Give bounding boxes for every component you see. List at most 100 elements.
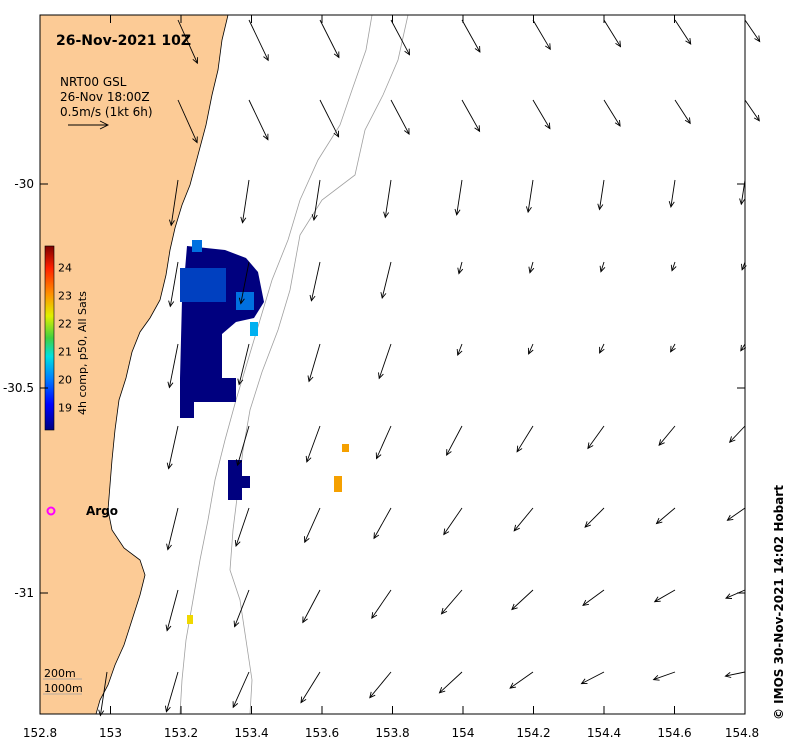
current-vector-head	[440, 607, 448, 615]
current-vector-head	[438, 687, 446, 694]
current-vector-head	[615, 40, 622, 48]
current-vector	[461, 19, 481, 53]
current-vector-head	[304, 536, 310, 544]
current-vector	[238, 343, 250, 385]
current-vector-head	[599, 346, 605, 354]
current-vector	[384, 179, 392, 218]
current-vector-head	[404, 128, 410, 136]
current-vector-head	[474, 45, 481, 53]
x-tick-label: 154.6	[657, 726, 692, 740]
current-vector	[234, 589, 250, 627]
current-vector	[603, 19, 621, 47]
x-tick-label: 154	[451, 726, 475, 740]
current-vector	[177, 19, 198, 64]
sst-patch-blue3	[192, 240, 202, 252]
current-vector-head	[446, 449, 452, 457]
legend-200m: 200m	[44, 667, 76, 680]
current-vector-head	[164, 705, 171, 713]
x-tick-label: 153.2	[163, 726, 199, 740]
isobath-1000m	[229, 14, 409, 715]
current-vector-head	[369, 691, 376, 699]
current-vector	[300, 671, 321, 703]
current-vector-head	[668, 200, 675, 208]
reference-arrow	[68, 120, 110, 130]
current-vector	[376, 425, 392, 459]
current-vector	[319, 99, 340, 138]
sst-patch-blue	[180, 268, 226, 302]
current-vector-head	[545, 43, 551, 51]
current-vector	[671, 261, 676, 271]
current-vector	[740, 343, 746, 352]
current-vector-head	[525, 206, 532, 214]
colorbar-tick: 21	[58, 345, 72, 359]
x-tick-label: 153.6	[304, 726, 340, 740]
sst-patch-blue2	[236, 292, 254, 310]
current-vector-head	[234, 539, 241, 547]
current-vector	[599, 343, 605, 354]
current-vector-head	[166, 462, 173, 470]
current-vector	[516, 425, 534, 452]
current-vector	[443, 507, 463, 535]
current-vector-head	[166, 543, 172, 551]
current-vector	[511, 589, 534, 610]
current-vector	[170, 179, 179, 226]
current-vector-head	[724, 672, 732, 678]
current-vector-head	[263, 54, 269, 62]
current-vector	[165, 671, 179, 712]
reference-source: NRT00 GSL	[60, 75, 127, 89]
current-vector	[306, 425, 321, 463]
current-vector	[235, 507, 250, 547]
current-vector	[461, 99, 480, 132]
current-vector	[653, 671, 676, 681]
current-vector-head	[302, 616, 308, 624]
reference-scale: 0.5m/s (1kt 6h)	[60, 105, 153, 119]
current-vector-head	[168, 219, 175, 227]
sst-patch-cold-small	[228, 460, 242, 500]
current-vector-head	[373, 532, 380, 540]
current-vector	[302, 589, 321, 623]
argo-marker	[46, 506, 56, 516]
current-vector-head	[725, 593, 733, 599]
current-vector-head	[192, 136, 198, 144]
current-vector-head	[309, 294, 316, 302]
x-tick-label: 153	[99, 726, 122, 740]
x-tick-label: 154.4	[586, 726, 622, 740]
current-vector-head	[443, 528, 450, 536]
current-vector	[603, 99, 621, 127]
current-vector	[527, 179, 534, 213]
current-vector	[248, 19, 269, 61]
current-vector-head	[307, 375, 314, 383]
current-vector	[242, 179, 250, 223]
current-vector	[584, 507, 605, 528]
current-vector	[441, 589, 463, 615]
current-vector	[240, 261, 250, 304]
current-vector-head	[233, 620, 240, 628]
y-tick-label: -31	[14, 586, 34, 600]
credit-line: © IMOS 30-Nov-2021 14:02 Hobart	[772, 485, 786, 720]
current-vector-head	[404, 48, 410, 56]
current-vector	[532, 19, 551, 50]
current-vector	[727, 507, 746, 521]
current-vector	[458, 261, 463, 274]
current-vector-head	[262, 133, 269, 141]
current-vector-head	[232, 701, 239, 709]
current-vector-head	[753, 114, 760, 122]
current-vector-head	[670, 345, 676, 353]
x-tick-label: 152.8	[22, 726, 58, 740]
current-vector	[529, 261, 534, 273]
current-vector-head	[165, 624, 172, 632]
y-tick-label: -30	[14, 177, 34, 191]
current-vector	[599, 179, 605, 210]
sst-patch-yellow	[187, 615, 193, 624]
sst-patch-cold-small2	[240, 476, 250, 488]
current-vector-head	[236, 459, 242, 467]
current-vector-head	[728, 436, 736, 443]
argo-label: Argo	[86, 504, 119, 518]
current-vectors	[98, 19, 761, 717]
current-vector	[371, 589, 392, 619]
current-vector	[248, 99, 269, 140]
current-vector-head	[528, 266, 535, 274]
current-vector	[390, 99, 410, 135]
current-vector	[532, 99, 551, 129]
current-vector	[310, 261, 321, 301]
